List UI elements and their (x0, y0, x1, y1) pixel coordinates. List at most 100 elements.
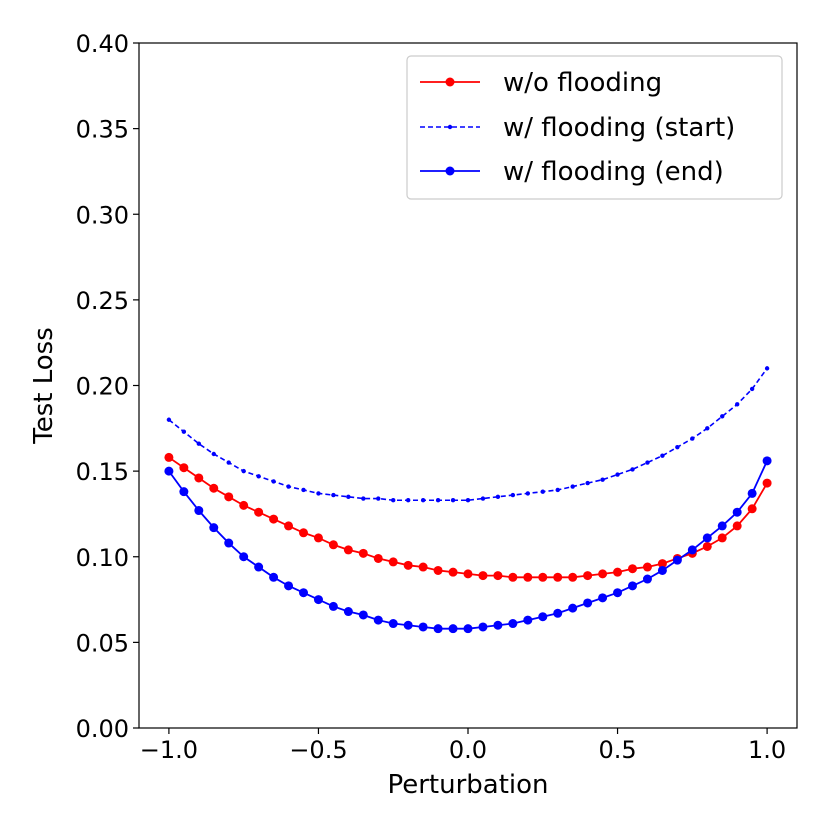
legend-swatch-marker (447, 124, 453, 130)
data-point (702, 541, 712, 551)
data-point (645, 460, 650, 465)
data-point (209, 483, 219, 493)
data-point (642, 574, 652, 584)
legend-swatch-marker (445, 166, 455, 176)
data-point (705, 426, 710, 431)
data-point (762, 478, 772, 488)
data-point (331, 492, 336, 498)
data-point (388, 619, 398, 629)
data-point (358, 610, 368, 620)
data-point (343, 545, 353, 555)
data-point (465, 498, 471, 503)
data-point (433, 565, 443, 575)
data-point (194, 473, 204, 483)
series-2 (164, 456, 772, 634)
data-point (732, 521, 742, 531)
data-point (747, 488, 757, 498)
data-point (194, 506, 204, 516)
y-tick-label: 0.00 (76, 715, 129, 743)
data-point (373, 615, 383, 625)
data-point (435, 498, 441, 503)
data-point (555, 487, 560, 493)
legend-item: w/ flooding (start) (420, 113, 735, 143)
series-line (168, 367, 768, 502)
legend-label: w/ flooding (start) (503, 113, 735, 143)
data-point (313, 595, 323, 605)
x-tick-label: −1.0 (140, 736, 198, 764)
data-point (286, 484, 291, 489)
data-point (328, 540, 338, 550)
data-point (420, 498, 426, 503)
data-point (657, 559, 667, 569)
data-point (747, 504, 757, 514)
data-point (181, 429, 187, 434)
data-point (540, 489, 545, 494)
data-point (271, 479, 276, 484)
data-point (373, 553, 383, 563)
x-tick-label: 0.5 (598, 736, 636, 764)
y-tick-label: 0.10 (76, 544, 129, 572)
data-point (508, 619, 518, 629)
data-point (523, 572, 533, 582)
data-point (672, 555, 682, 565)
data-point (164, 466, 174, 476)
data-point (657, 565, 667, 575)
data-point (358, 548, 368, 558)
data-point (717, 533, 727, 543)
data-point (299, 528, 308, 538)
x-tick-label: 0.0 (449, 736, 487, 764)
series-line (168, 460, 768, 630)
y-tick-label: 0.05 (76, 629, 129, 657)
data-point (553, 608, 563, 618)
data-point (720, 414, 725, 419)
data-point (585, 480, 590, 486)
y-tick-label: 0.25 (76, 287, 129, 315)
data-point (269, 514, 279, 524)
data-point (764, 366, 770, 371)
legend: w/o flooding w/ flooding (start) w/ floodi… (406, 55, 783, 200)
data-point (702, 533, 712, 543)
data-point (164, 452, 174, 462)
data-point (284, 581, 294, 591)
data-point (179, 463, 189, 473)
data-point (598, 569, 608, 579)
data-point (328, 601, 338, 611)
data-point (568, 572, 578, 582)
data-point (166, 417, 172, 422)
data-point (313, 533, 323, 543)
data-point (388, 557, 398, 567)
data-point (538, 612, 548, 622)
data-point (418, 562, 428, 572)
data-point (361, 496, 366, 501)
series-1 (166, 366, 770, 503)
data-point (493, 620, 503, 630)
data-point (525, 491, 531, 496)
legend-label: w/o flooding (503, 68, 662, 98)
data-point (508, 572, 518, 582)
data-point (675, 444, 680, 450)
data-point (628, 581, 637, 591)
data-point (299, 588, 308, 598)
data-point (598, 593, 608, 603)
data-point (478, 571, 488, 581)
data-point (269, 572, 279, 582)
data-point (630, 467, 635, 472)
data-point (284, 521, 294, 531)
data-point (226, 460, 231, 465)
data-point (660, 453, 665, 458)
data-point (749, 386, 755, 392)
data-point (510, 492, 516, 498)
data-point (480, 496, 486, 501)
data-point (734, 402, 740, 407)
data-point (495, 494, 501, 500)
data-point (433, 624, 443, 634)
data-point (613, 567, 623, 577)
data-point (687, 545, 697, 555)
data-point (717, 521, 727, 531)
data-point (254, 562, 264, 572)
data-point (241, 468, 246, 474)
data-point (615, 472, 620, 477)
data-point (254, 507, 264, 517)
data-point (343, 607, 353, 617)
